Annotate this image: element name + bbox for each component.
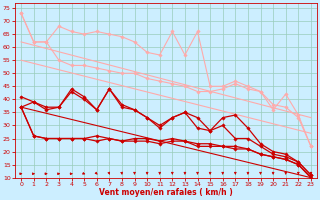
- X-axis label: Vent moyen/en rafales ( km/h ): Vent moyen/en rafales ( km/h ): [99, 188, 233, 197]
